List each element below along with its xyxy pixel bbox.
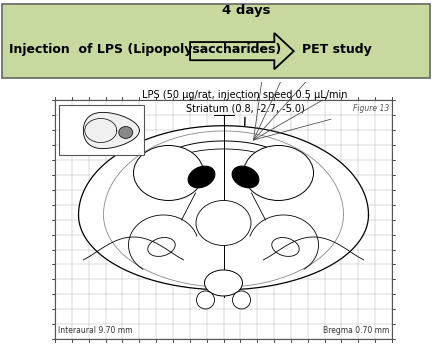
Circle shape (197, 291, 215, 309)
Ellipse shape (188, 166, 215, 188)
Circle shape (232, 291, 251, 309)
Ellipse shape (272, 238, 299, 256)
Text: Striatum (0.8, -2.7, -5.0): Striatum (0.8, -2.7, -5.0) (186, 104, 305, 113)
Bar (59, 106, 144, 155)
Ellipse shape (148, 238, 175, 256)
Text: Interaural 9.70 mm: Interaural 9.70 mm (58, 326, 133, 335)
Ellipse shape (133, 145, 203, 200)
Text: 4 days: 4 days (222, 4, 270, 17)
Ellipse shape (204, 270, 242, 296)
Text: LPS (50 μg/rat, injection speed 0.5 μL/min: LPS (50 μg/rat, injection speed 0.5 μL/m… (142, 91, 348, 100)
Ellipse shape (232, 166, 259, 188)
Text: Injection  of LPS (Lipopolysaccharides): Injection of LPS (Lipopolysaccharides) (9, 43, 281, 56)
Polygon shape (79, 126, 368, 290)
Text: Figure 13: Figure 13 (353, 105, 389, 113)
Polygon shape (83, 112, 140, 148)
Text: PET study: PET study (302, 43, 372, 56)
Ellipse shape (119, 126, 133, 139)
FancyArrow shape (190, 33, 294, 69)
Bar (55, 100, 392, 339)
Ellipse shape (244, 145, 314, 200)
Text: Bregma 0.70 mm: Bregma 0.70 mm (323, 326, 389, 335)
Ellipse shape (196, 200, 251, 245)
